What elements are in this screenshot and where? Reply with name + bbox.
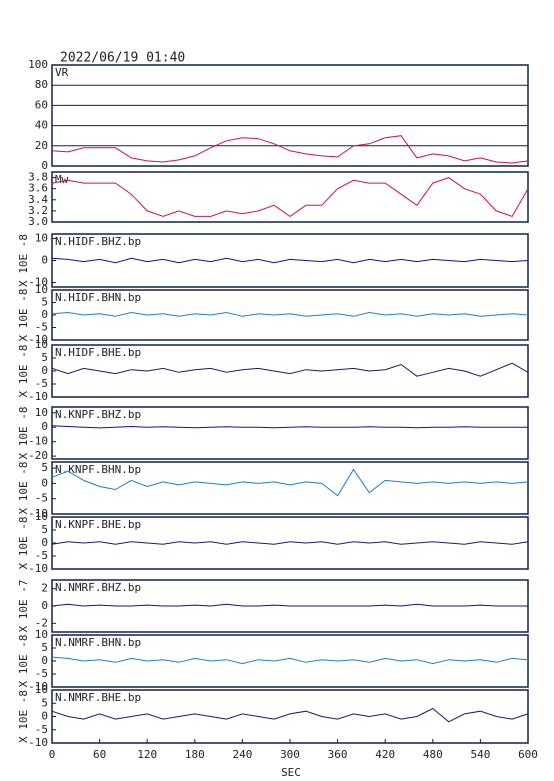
y-tick-label: -2 bbox=[35, 616, 48, 629]
y-tick-label: 0 bbox=[41, 420, 48, 433]
trace bbox=[51, 468, 529, 497]
y-axis-label: X 10E -8 bbox=[17, 635, 30, 688]
panel-label: N.NMRF.BHZ.bp bbox=[55, 581, 141, 594]
panel-frame bbox=[51, 461, 529, 515]
y-tick-label: -5 bbox=[35, 321, 48, 334]
panel-frame bbox=[51, 171, 529, 223]
y-tick-label: 10 bbox=[35, 338, 48, 351]
y-tick-label: 0 bbox=[41, 654, 48, 667]
chart-title: 2022/06/19 01:40 bbox=[60, 51, 185, 66]
y-tick-label: 0 bbox=[41, 254, 48, 267]
panel-label: N.KNPF.BHE.bp bbox=[55, 518, 141, 531]
x-tick-label: 180 bbox=[185, 748, 205, 761]
y-tick-label: 5 bbox=[41, 461, 48, 474]
trace bbox=[51, 362, 529, 377]
trace bbox=[51, 603, 528, 607]
panel-label: N.KNPF.BHN.bp bbox=[55, 463, 141, 476]
panel-label: N.NMRF.BHN.bp bbox=[55, 636, 141, 649]
trace bbox=[51, 656, 529, 665]
x-tick-label: 540 bbox=[470, 748, 490, 761]
y-tick-label: 5 bbox=[41, 641, 48, 654]
y-tick-label: 0 bbox=[41, 159, 48, 172]
y-tick-label: -10 bbox=[28, 276, 48, 289]
y-tick-label: -5 bbox=[35, 549, 48, 562]
y-axis-label: X 10E -8 bbox=[17, 289, 30, 342]
x-tick-label: 60 bbox=[93, 748, 106, 761]
x-axis-label: SEC bbox=[281, 766, 301, 779]
y-tick-label: 80 bbox=[35, 78, 48, 91]
panel-label: Mw bbox=[55, 173, 69, 186]
y-tick-label: 10 bbox=[35, 628, 48, 641]
y-tick-label: 5 bbox=[41, 523, 48, 536]
y-tick-label: 40 bbox=[35, 119, 48, 132]
trace bbox=[51, 257, 529, 264]
y-tick-label: 10 bbox=[35, 231, 48, 244]
trace bbox=[51, 311, 529, 317]
y-tick-label: 60 bbox=[35, 98, 48, 111]
y-tick-label: 5 bbox=[41, 351, 48, 364]
y-tick-label: 3.8 bbox=[28, 171, 48, 184]
y-tick-label: 0 bbox=[41, 599, 48, 612]
y-tick-label: 0 bbox=[41, 364, 48, 377]
y-axis-label: X 10E -8 bbox=[17, 517, 30, 570]
x-tick-label: 420 bbox=[375, 748, 395, 761]
y-tick-label: -20 bbox=[28, 449, 48, 462]
x-tick-label: 0 bbox=[49, 748, 56, 761]
y-tick-label: 3.6 bbox=[28, 182, 48, 195]
y-tick-label: 0 bbox=[41, 476, 48, 489]
y-tick-label: -10 bbox=[28, 736, 48, 749]
panel-label: N.KNPF.BHZ.bp bbox=[55, 408, 141, 421]
y-axis-label: X 10E -8 bbox=[17, 345, 30, 398]
y-axis-label: X 10E -8 bbox=[17, 407, 30, 460]
y-tick-label: -10 bbox=[28, 390, 48, 403]
panel-label: N.HIDF.BHE.bp bbox=[55, 346, 141, 359]
panel-label: VR bbox=[55, 66, 69, 79]
y-axis-label: X 10E -8 bbox=[17, 690, 30, 743]
y-tick-label: 2 bbox=[41, 582, 48, 595]
y-tick-label: 3.2 bbox=[28, 204, 48, 217]
y-tick-label: -10 bbox=[28, 507, 48, 520]
y-tick-label: 10 bbox=[35, 510, 48, 523]
panel-frame bbox=[51, 406, 529, 460]
y-tick-label: -10 bbox=[28, 562, 48, 575]
y-tick-label: -5 bbox=[35, 723, 48, 736]
y-axis-label: X 10E -7 bbox=[17, 580, 30, 633]
trace bbox=[51, 707, 529, 723]
y-tick-label: 20 bbox=[35, 139, 48, 152]
y-axis-label: X 10E -8 bbox=[17, 462, 30, 515]
y-axis-label: X 10E -8 bbox=[17, 234, 30, 287]
y-tick-label: 0 bbox=[41, 536, 48, 549]
panel-label: N.NMRF.BHE.bp bbox=[55, 691, 141, 704]
y-tick-label: 0 bbox=[41, 710, 48, 723]
x-tick-label: 240 bbox=[232, 748, 252, 761]
x-tick-label: 120 bbox=[137, 748, 157, 761]
x-tick-label: 600 bbox=[518, 748, 538, 761]
y-tick-label: 0 bbox=[41, 308, 48, 321]
x-tick-label: 480 bbox=[423, 748, 443, 761]
y-tick-label: 100 bbox=[28, 58, 48, 71]
y-tick-label: -5 bbox=[35, 377, 48, 390]
y-tick-label: 3.0 bbox=[28, 215, 48, 228]
trace bbox=[51, 177, 529, 218]
y-tick-label: -10 bbox=[28, 333, 48, 346]
trace bbox=[51, 135, 529, 164]
y-tick-label: 3.4 bbox=[28, 193, 48, 206]
y-tick-label: -10 bbox=[28, 435, 48, 448]
panel-label: N.HIDF.BHZ.bp bbox=[55, 235, 141, 248]
y-tick-label: 5 bbox=[41, 696, 48, 709]
y-tick-label: -5 bbox=[35, 667, 48, 680]
y-tick-label: 5 bbox=[41, 296, 48, 309]
x-tick-label: 300 bbox=[280, 748, 300, 761]
y-tick-label: 10 bbox=[35, 283, 48, 296]
y-tick-label: 10 bbox=[35, 406, 48, 419]
panel-label: N.HIDF.BHN.bp bbox=[55, 291, 141, 304]
x-tick-label: 360 bbox=[328, 748, 348, 761]
y-tick-label: -10 bbox=[28, 680, 48, 693]
trace bbox=[51, 425, 528, 429]
y-tick-label: 10 bbox=[35, 683, 48, 696]
trace bbox=[51, 541, 529, 545]
y-tick-label: -5 bbox=[35, 492, 48, 505]
